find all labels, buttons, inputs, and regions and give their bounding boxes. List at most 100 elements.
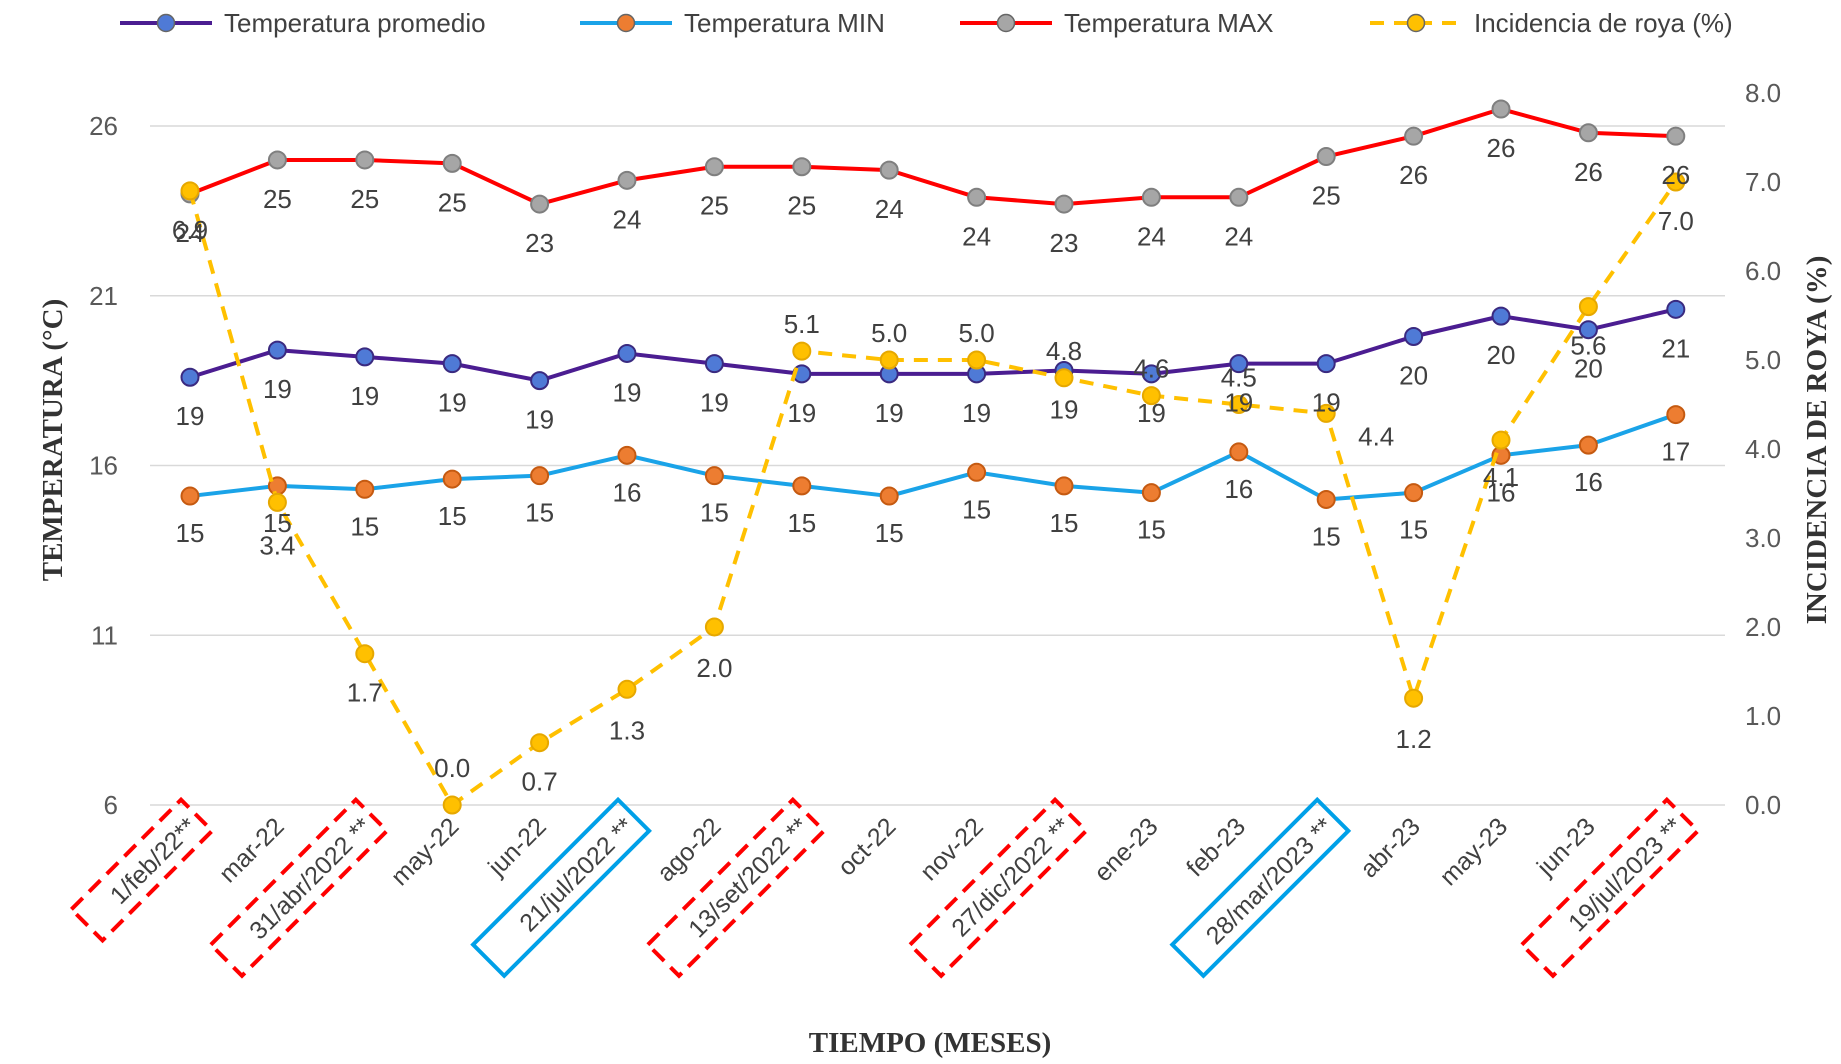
data-point [1404, 483, 1424, 503]
x-category: 13/set/2022 ** [645, 796, 827, 979]
y-tick-label: 26 [89, 111, 118, 141]
data-point [1054, 476, 1074, 496]
data-point [1578, 123, 1598, 143]
y-tick-label: 16 [89, 451, 118, 481]
data-label: 19 [525, 405, 554, 435]
x-category: abr-23 [1355, 812, 1426, 883]
data-label: 25 [1312, 181, 1341, 211]
x-category: nov-22 [915, 812, 989, 886]
x-tick-label: may-23 [1434, 812, 1513, 891]
x-category: may-23 [1434, 812, 1513, 891]
data-label: 19 [176, 401, 205, 431]
data-point [1141, 187, 1161, 207]
data-label: 20 [1487, 340, 1516, 370]
data-point [1141, 483, 1161, 503]
y2-tick-label: 6.0 [1745, 256, 1781, 286]
data-label: 19 [962, 398, 991, 428]
data-point [879, 160, 899, 180]
data-label: 16 [1487, 477, 1516, 507]
x-category: 19/jul/2023 ** [1519, 796, 1701, 979]
data-label: 15 [525, 498, 554, 528]
data-label: 15 [962, 494, 991, 524]
x-category: may-22 [386, 812, 465, 891]
legend-marker [996, 13, 1016, 33]
data-label: 1.3 [609, 715, 645, 745]
x-category: 21/jul/2022 ** [470, 796, 652, 979]
data-label: 26 [1661, 160, 1690, 190]
data-point [704, 617, 724, 637]
y2-tick-label: 3.0 [1745, 523, 1781, 553]
data-point [704, 466, 724, 486]
x-category: 1/feb/22** [68, 796, 215, 944]
data-label: 15 [700, 498, 729, 528]
data-label: 19 [613, 377, 642, 407]
data-point [355, 479, 375, 499]
series-line [189, 412, 1677, 502]
data-point [442, 153, 462, 173]
data-point [1491, 430, 1511, 450]
legend-marker [1406, 13, 1426, 33]
x-category: feb-23 [1181, 812, 1251, 882]
x-tick-label: oct-22 [833, 812, 902, 881]
data-label: 4.8 [1046, 336, 1082, 366]
data-label: 25 [787, 191, 816, 221]
legend-label: Incidencia de roya (%) [1474, 8, 1733, 38]
highlight-box-red [208, 796, 390, 979]
data-label: 17 [1661, 437, 1690, 467]
data-label: 19 [787, 398, 816, 428]
data-point [1229, 395, 1249, 414]
data-point [442, 469, 462, 489]
data-label: 25 [263, 184, 292, 214]
legend-label: Temperatura MAX [1064, 8, 1274, 38]
data-label: 24 [613, 204, 642, 234]
data-point [180, 181, 200, 201]
y-tick-label: 21 [89, 281, 118, 311]
x-category: jun-23 [1531, 812, 1601, 882]
data-label: 4.4 [1358, 421, 1394, 451]
data-label: 1.2 [1396, 724, 1432, 754]
data-point [355, 644, 375, 664]
data-point [879, 486, 899, 506]
legend-marker [156, 13, 176, 33]
y2-tick-label: 2.0 [1745, 612, 1781, 642]
data-label: 15 [875, 518, 904, 548]
data-label: 16 [613, 477, 642, 507]
data-point [704, 157, 724, 177]
x-category: ago-22 [652, 812, 727, 887]
data-label: 15 [263, 508, 292, 538]
legend-label: Temperatura MIN [684, 8, 885, 38]
data-point [1054, 194, 1074, 214]
data-label: 4.5 [1221, 363, 1257, 393]
data-label: 1.7 [347, 678, 383, 708]
data-point [1404, 326, 1424, 346]
y2-tick-label: 7.0 [1745, 167, 1781, 197]
x-category: 28/mar/2023 ** [1169, 796, 1352, 979]
data-label: 21 [1661, 333, 1690, 363]
y2-axis-title: INCIDENCIA DE ROYA (%) [1801, 256, 1833, 625]
data-label: 4.6 [1133, 354, 1169, 384]
gridlines [150, 125, 1725, 806]
data-point [967, 187, 987, 207]
data-label: 24 [962, 221, 991, 251]
x-category: ene-23 [1089, 812, 1164, 887]
data-label: 5.0 [959, 318, 995, 348]
data-point [1666, 126, 1686, 146]
data-label: 23 [525, 228, 554, 258]
data-label: 15 [438, 501, 467, 531]
y2-tick-label: 1.0 [1745, 701, 1781, 731]
data-label: 19 [350, 381, 379, 411]
y2-tick-label: 4.0 [1745, 434, 1781, 464]
y2-tick-label: 5.0 [1745, 345, 1781, 375]
data-label: 19 [263, 374, 292, 404]
x-category: jun-22 [482, 812, 552, 882]
data-label: 24 [1224, 221, 1253, 251]
legend-label: Temperatura promedio [224, 8, 486, 38]
x-category: mar-22 [214, 812, 290, 888]
data-point [1491, 99, 1511, 119]
highlight-box-red [645, 796, 827, 979]
data-label: 19 [438, 388, 467, 418]
data-label: 15 [1137, 515, 1166, 545]
y-axis-right: 0.0 1.0 2.0 3.0 4.0 5.0 6.0 7.0 8.0 [1745, 78, 1781, 820]
x-category: oct-22 [833, 812, 902, 881]
